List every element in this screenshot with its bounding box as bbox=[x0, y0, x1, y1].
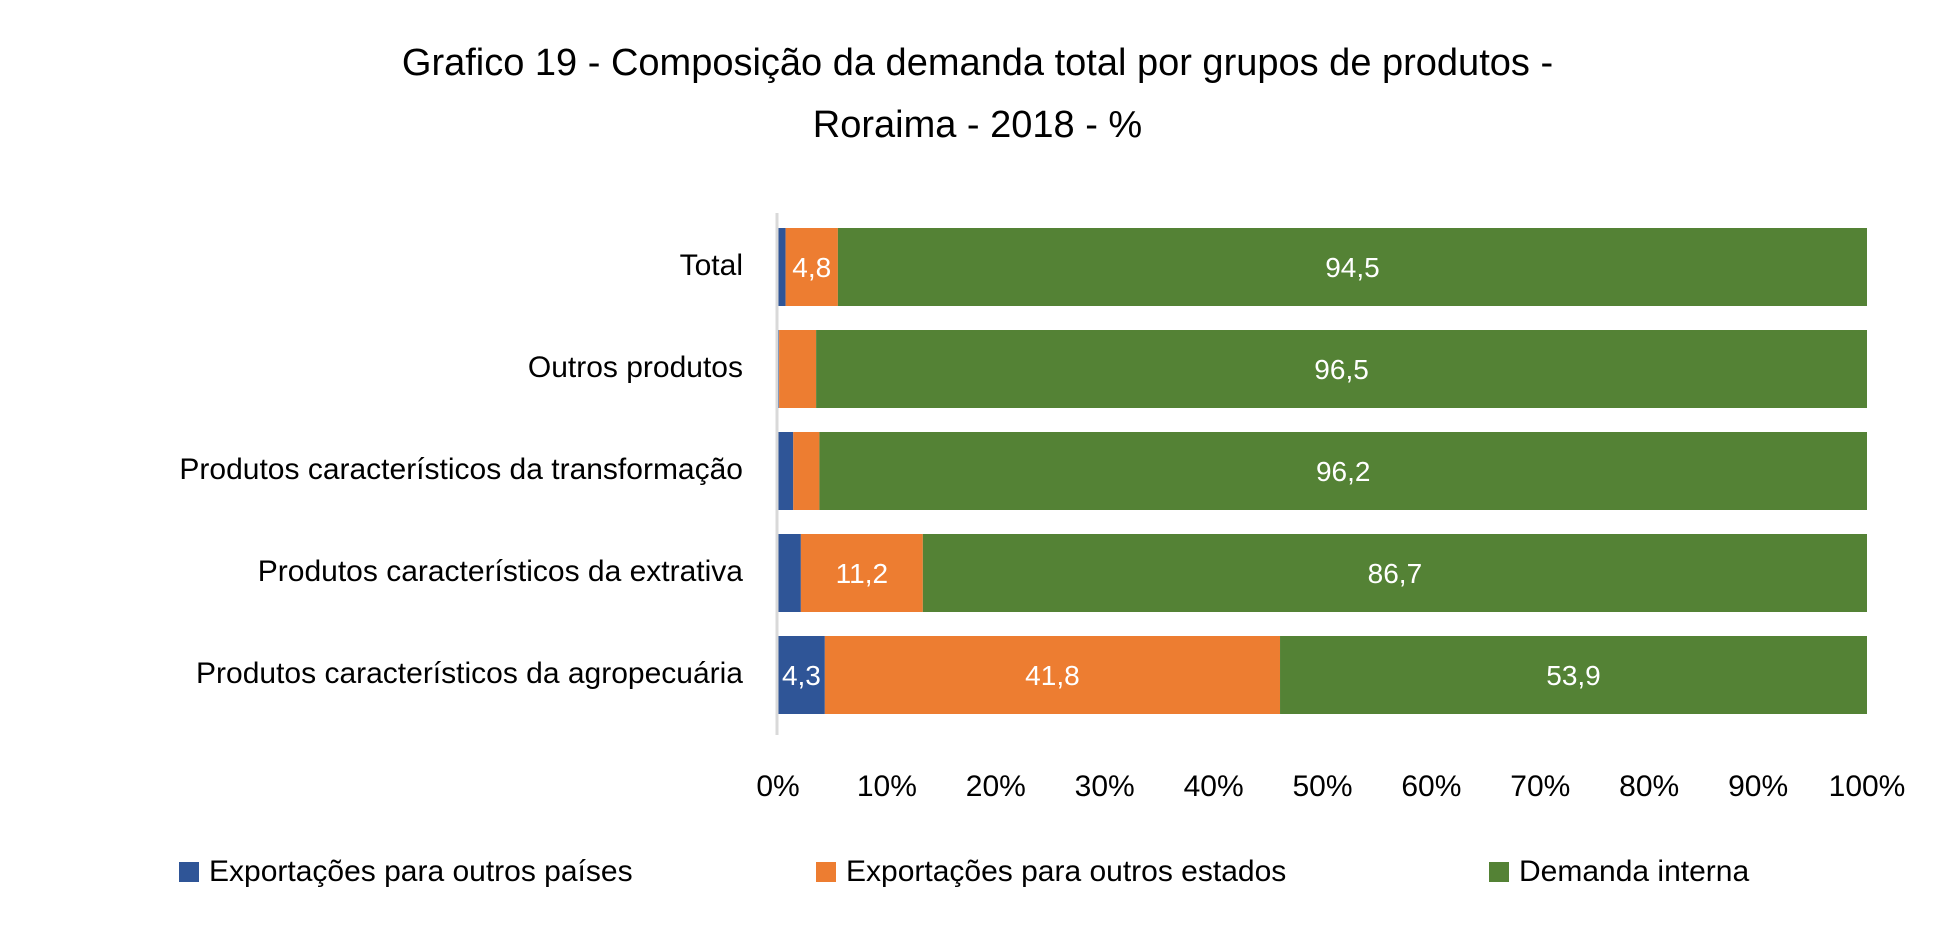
data-label: 41,8 bbox=[1025, 660, 1080, 691]
bar-segment bbox=[922, 534, 1867, 612]
legend-swatch bbox=[179, 862, 199, 882]
category-label: Outros produtos bbox=[527, 351, 743, 384]
legend-label: Demanda interna bbox=[1519, 855, 1750, 888]
bar-segment bbox=[824, 636, 1281, 714]
category-label: Produtos característicos da transformaçã… bbox=[179, 453, 743, 486]
x-tick-label: 100% bbox=[1828, 770, 1906, 803]
x-tick-label: 50% bbox=[1292, 770, 1353, 803]
data-label: 96,2 bbox=[1316, 456, 1371, 487]
bar-segment bbox=[778, 330, 780, 408]
x-tick-label: 90% bbox=[1728, 770, 1789, 803]
data-label: 11,2 bbox=[836, 558, 888, 589]
data-label: 94,5 bbox=[1325, 252, 1380, 283]
legend-label: Exportações para outros países bbox=[209, 855, 633, 888]
bar-segment bbox=[816, 330, 1867, 408]
x-tick-label: 70% bbox=[1510, 770, 1571, 803]
x-tick-label: 40% bbox=[1183, 770, 1244, 803]
bar-segment bbox=[819, 432, 1867, 510]
chart-title-line-1: Grafico 19 - Composição da demanda total… bbox=[401, 42, 1554, 84]
data-label: 96,5 bbox=[1314, 354, 1369, 385]
legend-swatch bbox=[1489, 862, 1509, 882]
data-label: 4,8 bbox=[792, 252, 831, 283]
x-tick-label: 60% bbox=[1401, 770, 1462, 803]
data-label: 53,9 bbox=[1546, 660, 1601, 691]
bar-segment bbox=[793, 432, 820, 510]
bar-segment bbox=[837, 228, 1867, 306]
legend-item: Exportações para outros estados bbox=[816, 855, 1286, 889]
bar-segment bbox=[778, 432, 794, 510]
x-tick-label: 10% bbox=[856, 770, 917, 803]
bar-segment bbox=[800, 534, 923, 612]
legend-label: Exportações para outros estados bbox=[846, 855, 1287, 888]
x-tick-label: 30% bbox=[1074, 770, 1135, 803]
bar-segment bbox=[779, 330, 817, 408]
category-label: Produtos característicos da agropecuária bbox=[196, 657, 743, 690]
legend-swatch bbox=[816, 862, 836, 882]
bar-segment bbox=[778, 636, 825, 714]
data-label: 4,3 bbox=[782, 660, 821, 691]
x-tick-label: 20% bbox=[965, 770, 1026, 803]
bar-segment bbox=[1280, 636, 1867, 714]
bar-segment bbox=[785, 228, 838, 306]
chart-title-line-2: Roraima - 2018 - % bbox=[812, 104, 1143, 146]
legend-item: Demanda interna bbox=[1489, 855, 1749, 889]
x-tick-label: 0% bbox=[756, 770, 800, 803]
legend-item: Exportações para outros países bbox=[179, 855, 633, 889]
data-label: 86,7 bbox=[1368, 558, 1423, 589]
category-label: Total bbox=[679, 249, 743, 282]
x-tick-label: 80% bbox=[1619, 770, 1680, 803]
bar-segment bbox=[778, 228, 786, 306]
category-label: Produtos característicos da extrativa bbox=[257, 555, 743, 588]
bar-segment bbox=[778, 534, 801, 612]
